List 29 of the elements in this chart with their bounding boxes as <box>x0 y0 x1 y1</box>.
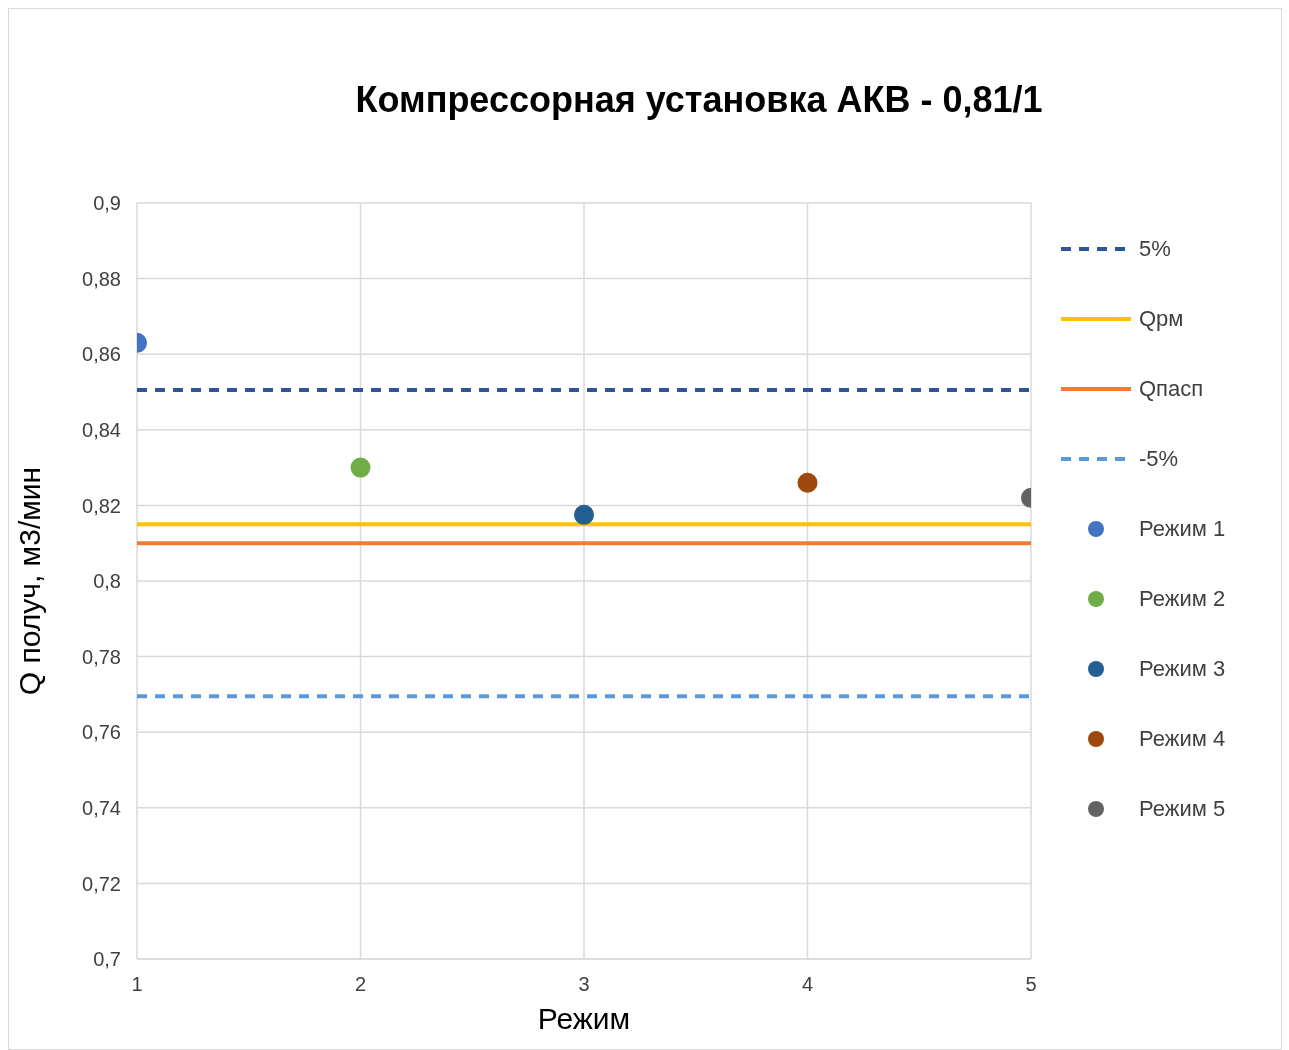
y-tick-label: 0,72 <box>82 872 121 895</box>
y-tick-label: 0,84 <box>82 418 121 441</box>
x-tick-label: 2 <box>354 973 367 996</box>
y-axis-title: Q получ, м3/мин <box>12 466 46 696</box>
x-tick-label: 4 <box>801 973 814 996</box>
legend-label: Режим 5 <box>1139 796 1226 822</box>
y-tick-label: 0,8 <box>93 570 121 593</box>
legend-label: Qпасп <box>1139 376 1204 402</box>
y-tick-label: 0,88 <box>82 267 121 290</box>
legend-label: Режим 2 <box>1139 586 1226 612</box>
x-tick-label: 3 <box>578 973 590 996</box>
legend-label: Режим 1 <box>1139 516 1226 542</box>
x-tick-label: 1 <box>131 973 143 996</box>
legend-label: Режим 4 <box>1139 726 1226 752</box>
point <box>574 504 594 525</box>
chart-title: Компрессорная установка АКВ - 0,81/1 <box>354 79 1044 121</box>
legend-label: Qрм <box>1139 306 1184 332</box>
y-tick-label: 0,7 <box>93 948 121 971</box>
y-tick-label: 0,9 <box>93 192 121 215</box>
x-axis-title: Режим <box>537 1002 631 1035</box>
legend-label: 5% <box>1139 236 1171 262</box>
y-tick-label: 0,74 <box>82 796 121 819</box>
y-tick-label: 0,86 <box>82 343 121 366</box>
y-tick-label: 0,76 <box>82 721 121 744</box>
y-tick-label: 0,78 <box>82 645 121 668</box>
legend-label: Режим 3 <box>1139 656 1226 682</box>
legend-label: -5% <box>1139 446 1179 472</box>
x-tick-label: 5 <box>1025 973 1037 996</box>
y-tick-label: 0,82 <box>82 494 121 517</box>
